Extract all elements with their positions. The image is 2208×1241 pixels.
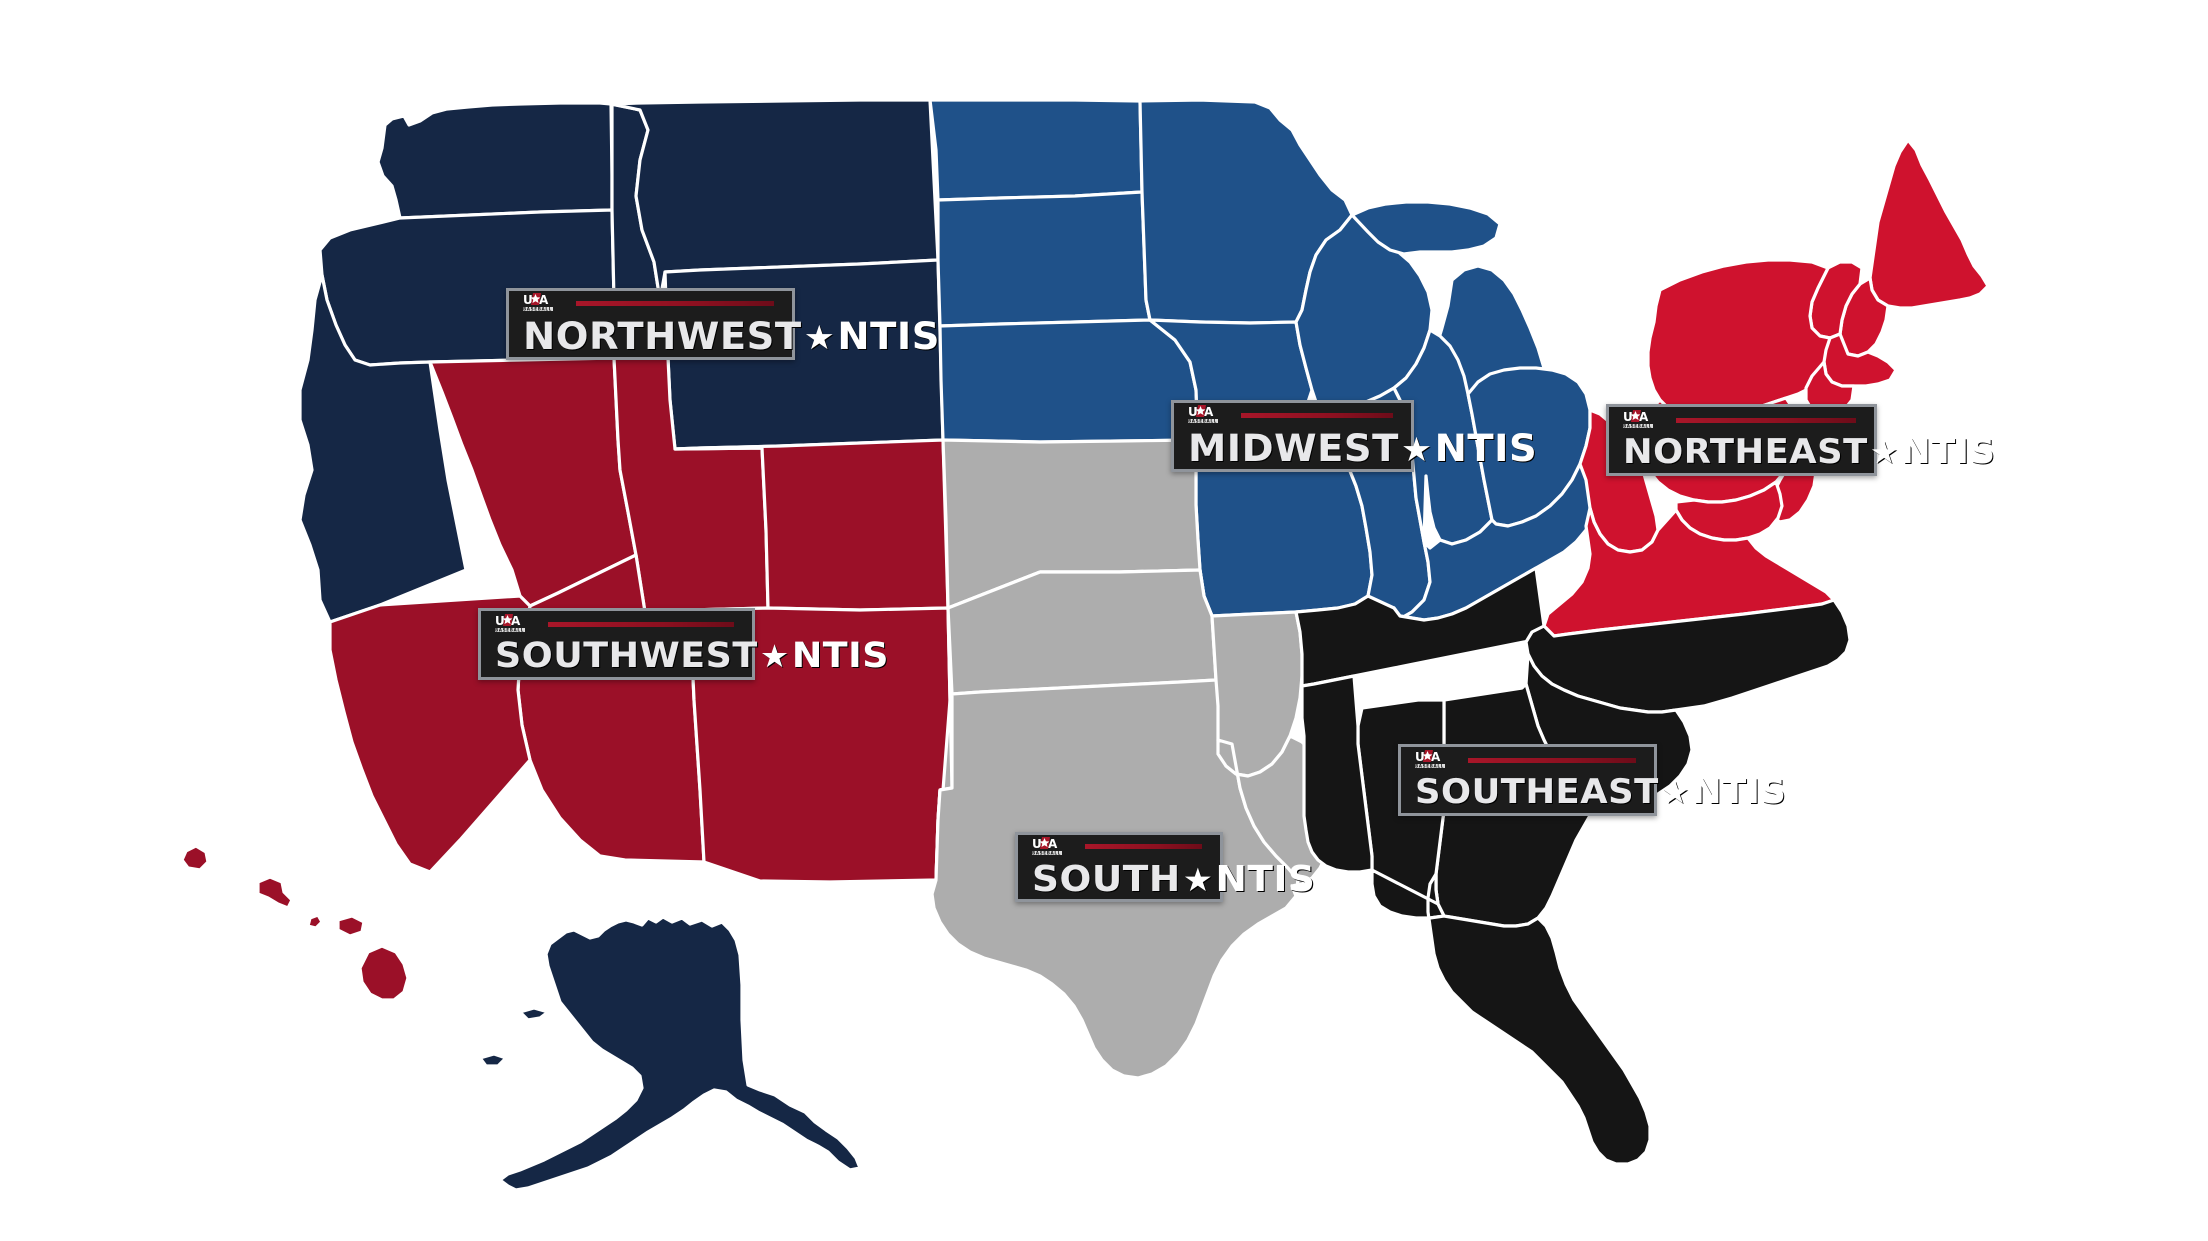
svg-text:BASEBALL: BASEBALL — [495, 628, 524, 633]
badge-top-row: U A BASEBALL — [523, 292, 776, 314]
usa-baseball-logo-icon: U A BASEBALL — [495, 613, 539, 635]
badge-top-row: U A BASEBALL — [1188, 404, 1395, 426]
svg-text:U: U — [495, 614, 505, 628]
badge-top-row: U A BASEBALL — [1415, 749, 1638, 771]
state-florida[interactable] — [1370, 868, 1652, 1166]
logo-accent-rule — [1241, 412, 1393, 418]
logo-accent-rule — [1676, 417, 1856, 423]
region-southeast[interactable] — [1294, 566, 1852, 1166]
state-mississippi[interactable] — [1300, 674, 1374, 874]
svg-text:BASEBALL: BASEBALL — [1623, 424, 1652, 429]
state-nebraska[interactable] — [938, 318, 1200, 444]
label-text-northeast: NORTHEAST★NTIS — [1623, 432, 1996, 473]
label-text-southeast: SOUTHEAST★NTIS — [1415, 772, 1787, 813]
label-text-midwest: MIDWEST★NTIS — [1188, 427, 1538, 470]
svg-text:BASEBALL: BASEBALL — [523, 307, 552, 312]
region-northeast[interactable] — [1542, 138, 1990, 638]
svg-text:A: A — [1431, 750, 1441, 764]
state-south-dakota[interactable] — [936, 190, 1152, 328]
svg-text:BASEBALL: BASEBALL — [1188, 419, 1217, 424]
svg-text:BASEBALL: BASEBALL — [1415, 764, 1444, 769]
svg-text:U: U — [1623, 410, 1633, 424]
svg-text:A: A — [511, 614, 521, 628]
svg-text:U: U — [523, 293, 533, 307]
label-southeast[interactable]: U A BASEBALL SOUTHEAST★NTIS — [1398, 744, 1787, 816]
state-alaska-aleutian-1[interactable] — [518, 1006, 550, 1022]
logo-accent-rule — [1085, 844, 1202, 849]
label-southwest[interactable]: U A BASEBALL SOUTHWEST★NTIS — [478, 608, 889, 680]
state-maine[interactable] — [1868, 138, 1990, 310]
logo-accent-rule — [1468, 757, 1636, 763]
label-northeast[interactable]: U A BASEBALL NORTHEAST★NTIS — [1606, 404, 1996, 476]
svg-text:U: U — [1415, 750, 1425, 764]
svg-text:BASEBALL: BASEBALL — [1032, 850, 1061, 855]
svg-text:A: A — [1048, 837, 1058, 851]
label-text-northwest: NORTHWEST★NTIS — [523, 315, 940, 358]
usa-baseball-logo-icon: U A BASEBALL — [523, 292, 567, 314]
state-new-york[interactable] — [1646, 258, 1834, 422]
state-hawaii[interactable] — [180, 844, 410, 1002]
state-alaska[interactable] — [498, 915, 862, 1192]
usa-baseball-logo-icon: U A BASEBALL — [1188, 404, 1232, 426]
usa-baseball-logo-icon: U A BASEBALL — [1032, 836, 1076, 858]
logo-accent-rule — [548, 621, 734, 627]
state-alaska-aleutian-2[interactable] — [478, 1052, 508, 1068]
usa-baseball-logo-icon: U A BASEBALL — [1415, 749, 1459, 771]
label-text-southwest: SOUTHWEST★NTIS — [495, 636, 889, 676]
svg-text:A: A — [1639, 410, 1649, 424]
svg-text:A: A — [539, 293, 549, 307]
svg-text:A: A — [1204, 405, 1214, 419]
badge-top-row: U A BASEBALL — [1032, 836, 1204, 858]
badge-top-row: U A BASEBALL — [1623, 409, 1858, 431]
state-washington[interactable] — [376, 101, 614, 220]
svg-text:U: U — [1032, 837, 1042, 851]
state-north-dakota[interactable] — [928, 98, 1144, 202]
label-text-south: SOUTH★NTIS — [1032, 858, 1316, 900]
label-south[interactable]: U A BASEBALL SOUTH★NTIS — [1015, 832, 1316, 902]
svg-text:U: U — [1188, 405, 1198, 419]
state-michigan-upper[interactable] — [1350, 200, 1502, 256]
label-northwest[interactable]: U A BASEBALL NORTHWEST★NTIS — [506, 288, 940, 360]
usa-baseball-logo-icon: U A BASEBALL — [1623, 409, 1667, 431]
label-midwest[interactable]: U A BASEBALL MIDWEST★NTIS — [1171, 400, 1538, 472]
badge-top-row: U A BASEBALL — [495, 613, 736, 635]
logo-accent-rule — [576, 300, 774, 306]
